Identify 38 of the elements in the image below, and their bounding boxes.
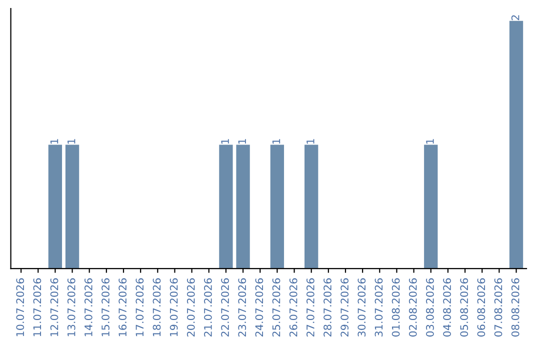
data-label: 1 (306, 139, 314, 144)
x-tick-label: 15.07.2026 (102, 278, 110, 336)
x-tick-label: 02.08.2026 (408, 278, 417, 337)
x-tick-label: 04.08.2026 (443, 278, 451, 337)
x-tick-label: 08.08.2026 (511, 278, 520, 337)
x-tick-label: 30.07.2026 (358, 278, 366, 336)
x-tick-label: 28.07.2026 (324, 278, 332, 337)
x-tick-label: 01.08.2026 (392, 278, 400, 337)
data-label: 1 (68, 139, 76, 144)
x-tick-label: 12.07.2026 (50, 278, 58, 336)
x-tick-label: 16.07.2026 (118, 278, 127, 336)
x-tick-label: 20.07.2026 (186, 278, 195, 337)
x-tick-label: 23.07.2026 (238, 278, 246, 337)
data-label: 1 (50, 139, 58, 144)
x-tick-label: 13.07.2026 (67, 278, 76, 336)
x-tick-label: 07.08.2026 (494, 278, 502, 337)
data-label: 1 (238, 139, 246, 144)
x-tick-label: 18.07.2026 (152, 278, 161, 336)
x-tick-label: 10.07.2026 (16, 278, 24, 336)
x-tick-label: 05.08.2026 (460, 278, 468, 337)
data-label: 1 (426, 139, 434, 144)
x-tick-label: 24.07.2026 (255, 278, 264, 337)
x-tick-label: 25.07.2026 (272, 278, 280, 337)
x-tick-label: 14.07.2026 (84, 278, 92, 336)
x-tick-label: 22.07.2026 (221, 278, 229, 337)
x-tick-label: 26.07.2026 (289, 278, 298, 337)
data-label: 1 (272, 139, 280, 144)
data-label: 2 (511, 15, 520, 20)
x-tick-label: 21.07.2026 (204, 278, 212, 337)
x-tick-label: 27.07.2026 (306, 278, 314, 337)
x-tick-label: 03.08.2026 (426, 278, 434, 337)
x-tick-label: 31.07.2026 (374, 278, 383, 336)
x-tick-label: 19.07.2026 (170, 278, 178, 336)
x-tick-label: 17.07.2026 (136, 278, 144, 336)
x-tick-label: 06.08.2026 (477, 278, 486, 337)
x-tick-label: 11.07.2026 (33, 278, 42, 336)
x-tick-label: 29.07.2026 (340, 278, 349, 337)
data-label: 1 (221, 139, 229, 144)
